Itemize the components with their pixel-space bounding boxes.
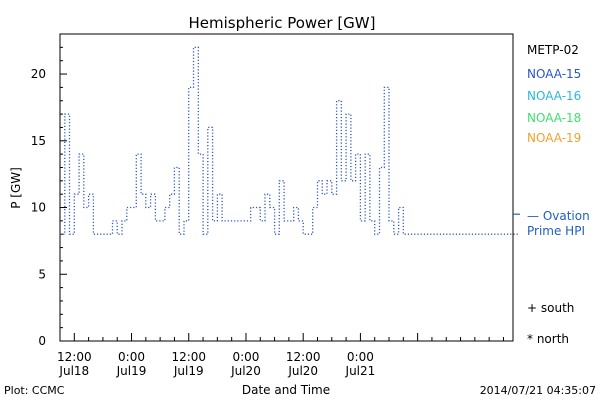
x-tick-date-label: Jul20 <box>230 364 261 378</box>
legend-noaa16: NOAA-16 <box>527 89 581 103</box>
legend-noaa18: NOAA-18 <box>527 111 581 125</box>
series-line-noaa15 <box>60 46 518 235</box>
x-tick-date-label: Jul21 <box>345 364 376 378</box>
legend-noaa15: NOAA-15 <box>527 67 581 81</box>
y-ticks: 0 5 10 15 20 <box>31 33 67 348</box>
legend-metp02: METP-02 <box>527 43 579 57</box>
ovation-label-2: Prime HPI <box>527 224 585 238</box>
series-layer <box>60 46 518 235</box>
x-tick-time-label: 12:00 <box>286 350 321 364</box>
y-tick-label: 0 <box>38 334 46 348</box>
x-tick-time-label: 0:00 <box>232 350 259 364</box>
marker-south-legend: + south <box>527 301 574 315</box>
chart-title: Hemispheric Power [GW] <box>189 14 376 32</box>
x-axis-label: Date and Time <box>242 383 330 397</box>
x-tick-date-label: Jul18 <box>58 364 89 378</box>
plot-credit: Plot: CCMC <box>4 384 65 397</box>
legend-noaa19: NOAA-19 <box>527 131 581 145</box>
y-tick-label: 10 <box>31 201 46 215</box>
ovation-label: — Ovation <box>527 209 590 223</box>
x-tick-time-label: 0:00 <box>118 350 145 364</box>
y-tick-label: 15 <box>31 134 46 148</box>
y-tick-label: 20 <box>31 67 46 81</box>
x-ticks: 12:00Jul180:00Jul1912:00Jul190:00Jul2012… <box>57 333 504 378</box>
marker-north-legend: * north <box>527 332 569 346</box>
y-axis-label: P [GW] <box>9 167 23 209</box>
timestamp: 2014/07/21 04:35:07 <box>480 384 596 397</box>
x-tick-time-label: 0:00 <box>347 350 374 364</box>
y-tick-label: 5 <box>38 267 46 281</box>
x-tick-date-label: Jul19 <box>116 364 147 378</box>
x-tick-date-label: Jul19 <box>173 364 204 378</box>
x-tick-date-label: Jul20 <box>287 364 318 378</box>
x-tick-time-label: 12:00 <box>171 350 206 364</box>
plot-frame <box>59 33 514 342</box>
x-tick-time-label: 12:00 <box>57 350 92 364</box>
